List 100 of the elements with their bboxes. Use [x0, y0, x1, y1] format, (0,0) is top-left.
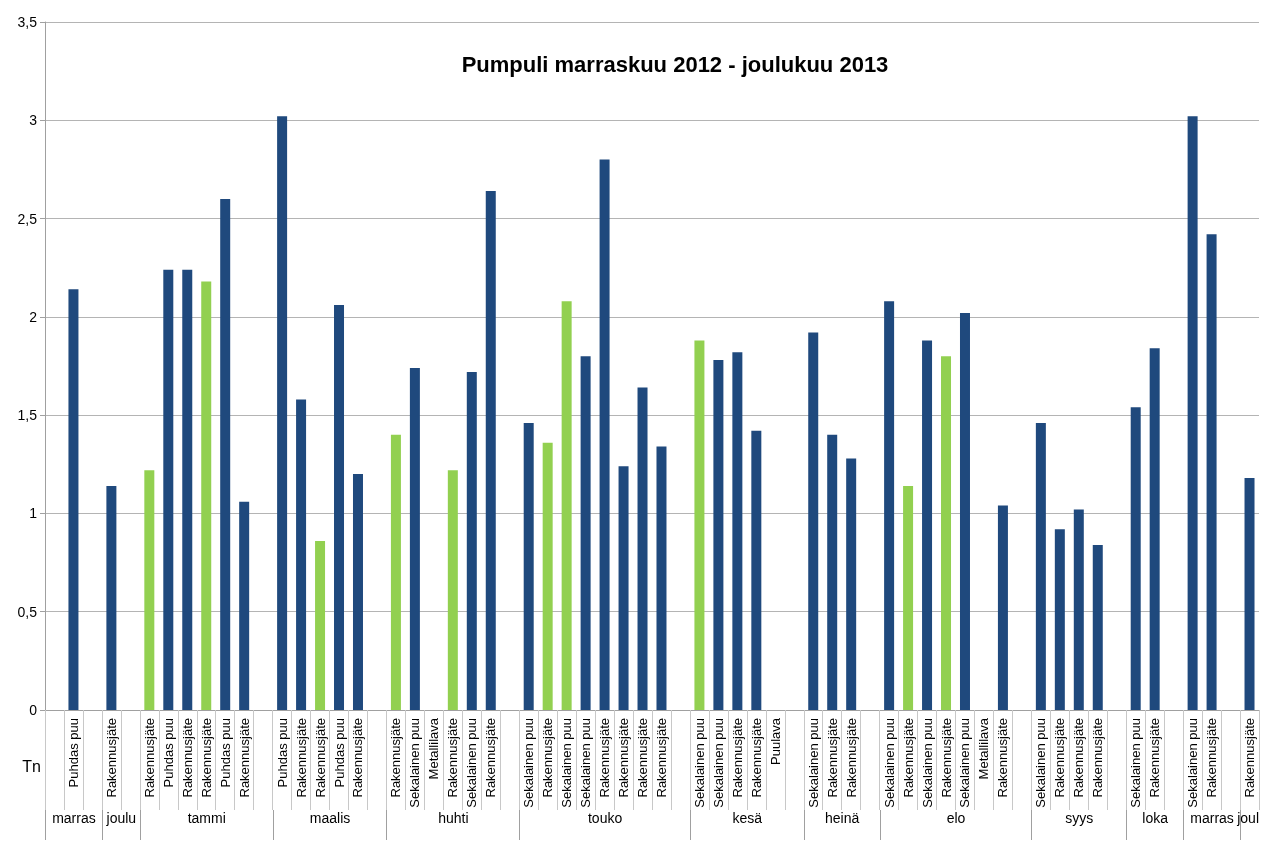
x-tick-label: Sekalainen puu: [521, 718, 537, 808]
text: joulu: [106, 810, 137, 826]
y-tick-label: 0: [29, 702, 38, 718]
y-tick-label: 3,5: [17, 14, 38, 30]
bar: [1206, 234, 1217, 710]
x-tick-label: Rakennusjäte: [597, 718, 613, 798]
x-tick-label: Rakennusjäte: [483, 718, 499, 798]
x-tick-label: Rakennusjäte: [824, 718, 840, 798]
text: maalis: [309, 810, 351, 826]
bar: [732, 352, 743, 710]
x-tick-label: Rakennusjäte: [103, 718, 119, 798]
text: huhti: [438, 810, 469, 826]
text: elo: [946, 810, 966, 826]
text: marras: [1190, 810, 1234, 826]
bar: [315, 540, 326, 710]
y-tick-label: 2,5: [17, 210, 38, 227]
x-tick-label: Rakennusjäte: [141, 718, 157, 798]
x-tick-label: Rakennusjäte: [616, 718, 632, 798]
x-tick-label: Sekalainen puu: [957, 718, 973, 808]
bar: [561, 301, 572, 710]
text: syys: [1065, 810, 1094, 826]
x-tick-label: Rakennusjäte: [635, 718, 651, 798]
x-tick-label: Rakennusjäte: [1090, 718, 1106, 798]
x-tick-label: Rakennusjäte: [748, 718, 764, 798]
x-tick-label: Sekalainen puu: [578, 718, 594, 808]
bar: [1130, 407, 1141, 710]
bar: [751, 430, 762, 710]
y-tick-label: 0,5: [17, 603, 38, 620]
x-tick-label: Metallilava: [426, 717, 442, 780]
bar: [846, 458, 857, 710]
bar: [1054, 529, 1065, 710]
bar: [694, 340, 705, 710]
text: tammi: [187, 810, 226, 826]
x-tick-label: Rakennusjäte: [1204, 718, 1220, 798]
x-tick-label: Sekalainen puu: [559, 718, 575, 808]
x-tick-label: Puhdas puu: [217, 718, 233, 788]
x-tick-label: Puhdas puu: [160, 718, 176, 788]
x-tick-label: Sekalainen puu: [1185, 718, 1201, 808]
bar: [1092, 544, 1103, 710]
x-tick-label: Sekalainen puu: [710, 718, 726, 808]
bar: [1035, 423, 1046, 710]
bar: [220, 198, 231, 710]
bar: [656, 446, 667, 710]
x-tick-label: Rakennusjäte: [729, 718, 745, 798]
x-tick-label: Rakennusjäte: [1052, 718, 1068, 798]
bar: [618, 466, 629, 710]
bar: [447, 470, 458, 710]
bar: [903, 485, 914, 710]
bar: [106, 485, 117, 710]
x-tick-label: Rakennusjäte: [938, 718, 954, 798]
x-tick-label: Sekalainen puu: [881, 718, 897, 808]
y-axis-title: Tn: [22, 757, 41, 775]
x-tick-label: Rakennusjäte: [653, 718, 669, 798]
bar: [334, 305, 345, 710]
bar: [144, 470, 155, 710]
bar: [637, 387, 648, 710]
x-tick-label: Rakennusjäte: [1071, 718, 1087, 798]
bar: [390, 434, 401, 710]
x-tick-label: Puhdas puu: [65, 718, 81, 788]
x-tick-label: Sekalainen puu: [1033, 718, 1049, 808]
x-tick-label: Puulava: [767, 717, 783, 765]
bar: [239, 501, 250, 710]
x-tick-label: Sekalainen puu: [407, 718, 423, 808]
bar: [68, 289, 79, 710]
bar: [1149, 348, 1160, 710]
x-tick-label: Rakennusjäte: [198, 718, 214, 798]
bar: [599, 159, 610, 710]
text: Pumpuli marraskuu 2012 - joulukuu 2013: [461, 51, 889, 77]
x-tick-label: Rakennusjäte: [445, 718, 461, 798]
x-tick-label: Rakennusjäte: [179, 718, 195, 798]
x-tick-label: Rakennusjäte: [1147, 718, 1163, 798]
x-tick-label: Rakennusjäte: [236, 718, 252, 798]
bar: [808, 332, 819, 710]
x-tick-label: Rakennusjäte: [843, 718, 859, 798]
x-tick-label: Rakennusjäte: [312, 718, 328, 798]
y-tick-label: 1: [29, 505, 38, 522]
y-tick-label: 2: [29, 308, 38, 325]
text: touko: [587, 810, 623, 826]
text: marras: [52, 810, 96, 826]
bar: [523, 423, 534, 710]
bar: [1187, 116, 1198, 710]
bar: [163, 269, 174, 710]
x-tick-label: Puhdas puu: [331, 718, 347, 788]
text: joul: [1237, 810, 1259, 826]
text: loka: [1142, 810, 1169, 826]
bar: [580, 356, 591, 710]
x-tick-label: Sekalainen puu: [464, 718, 480, 808]
y-tick-label: 3: [29, 112, 38, 129]
bar: [277, 116, 288, 710]
x-tick-label: Sekalainen puu: [691, 718, 707, 808]
bar: [485, 191, 496, 710]
bar: [1073, 509, 1084, 710]
bar: [997, 505, 1008, 710]
bar: [827, 434, 838, 710]
x-tick-label: Rakennusjäte: [540, 718, 556, 798]
bar: [182, 269, 193, 710]
x-tick-label: Sekalainen puu: [1128, 718, 1144, 808]
bar: [466, 371, 477, 710]
x-tick-label: Sekalainen puu: [805, 718, 821, 808]
x-tick-label: Rakennusjäte: [995, 718, 1011, 798]
